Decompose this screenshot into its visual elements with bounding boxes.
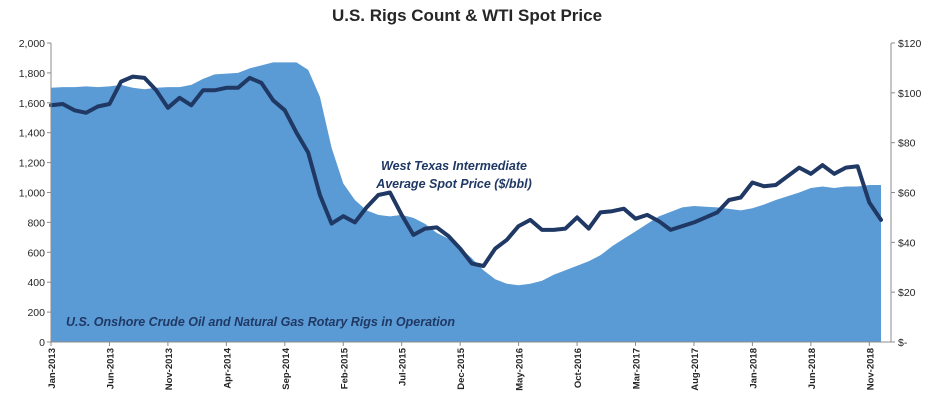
left-tick-label: 1,200 bbox=[19, 158, 45, 170]
right-tick-label: $40 bbox=[898, 237, 916, 249]
x-tick-label: Aug-2017 bbox=[690, 348, 701, 391]
left-tick-label: 1,000 bbox=[19, 188, 45, 200]
x-tick-label: Jul-2015 bbox=[398, 347, 409, 386]
left-tick-label: 2,000 bbox=[19, 38, 45, 50]
x-tick-label: Sep-2014 bbox=[281, 347, 292, 389]
x-tick-label: Jan-2013 bbox=[47, 348, 58, 389]
x-tick-label: Mar-2017 bbox=[632, 348, 643, 389]
left-tick-label: 1,800 bbox=[19, 68, 45, 80]
left-tick-label: 600 bbox=[27, 247, 45, 259]
right-tick-label: $120 bbox=[898, 38, 922, 50]
x-tick-label: Dec-2015 bbox=[456, 347, 467, 389]
rigs-annotation: U.S. Onshore Crude Oil and Natural Gas R… bbox=[66, 315, 455, 329]
right-tick-label: $- bbox=[898, 337, 908, 349]
x-tick-label: Feb-2015 bbox=[339, 347, 350, 389]
x-tick-label: Nov-2013 bbox=[164, 348, 175, 390]
right-tick-label: $20 bbox=[898, 287, 916, 299]
left-tick-label: 1,600 bbox=[19, 98, 45, 110]
left-tick-label: 1,400 bbox=[19, 128, 45, 140]
left-tick-label: 800 bbox=[27, 217, 45, 229]
x-tick-label: Oct-2016 bbox=[573, 348, 584, 388]
x-tick-label: May-2016 bbox=[515, 348, 526, 391]
right-tick-label: $80 bbox=[898, 138, 916, 150]
x-tick-label: Jun-2018 bbox=[807, 348, 818, 389]
left-tick-label: 0 bbox=[39, 337, 45, 349]
left-tick-label: 400 bbox=[27, 277, 45, 289]
right-tick-label: $60 bbox=[898, 188, 916, 200]
x-tick-label: Jun-2013 bbox=[105, 348, 116, 389]
x-tick-label: Nov-2018 bbox=[865, 348, 876, 390]
price-annotation-line-1: West Texas Intermediate bbox=[381, 159, 527, 173]
price-annotation-line-2: Average Spot Price ($/bbl) bbox=[375, 177, 532, 191]
x-tick-label: Jan-2018 bbox=[748, 348, 759, 389]
right-tick-label: $100 bbox=[898, 88, 922, 100]
rigs-area bbox=[51, 62, 881, 343]
left-tick-label: 200 bbox=[27, 307, 45, 319]
wti-price-line bbox=[49, 74, 883, 268]
chart-title: U.S. Rigs Count & WTI Spot Price bbox=[331, 6, 603, 25]
x-tick-label: Apr-2014 bbox=[222, 347, 233, 388]
